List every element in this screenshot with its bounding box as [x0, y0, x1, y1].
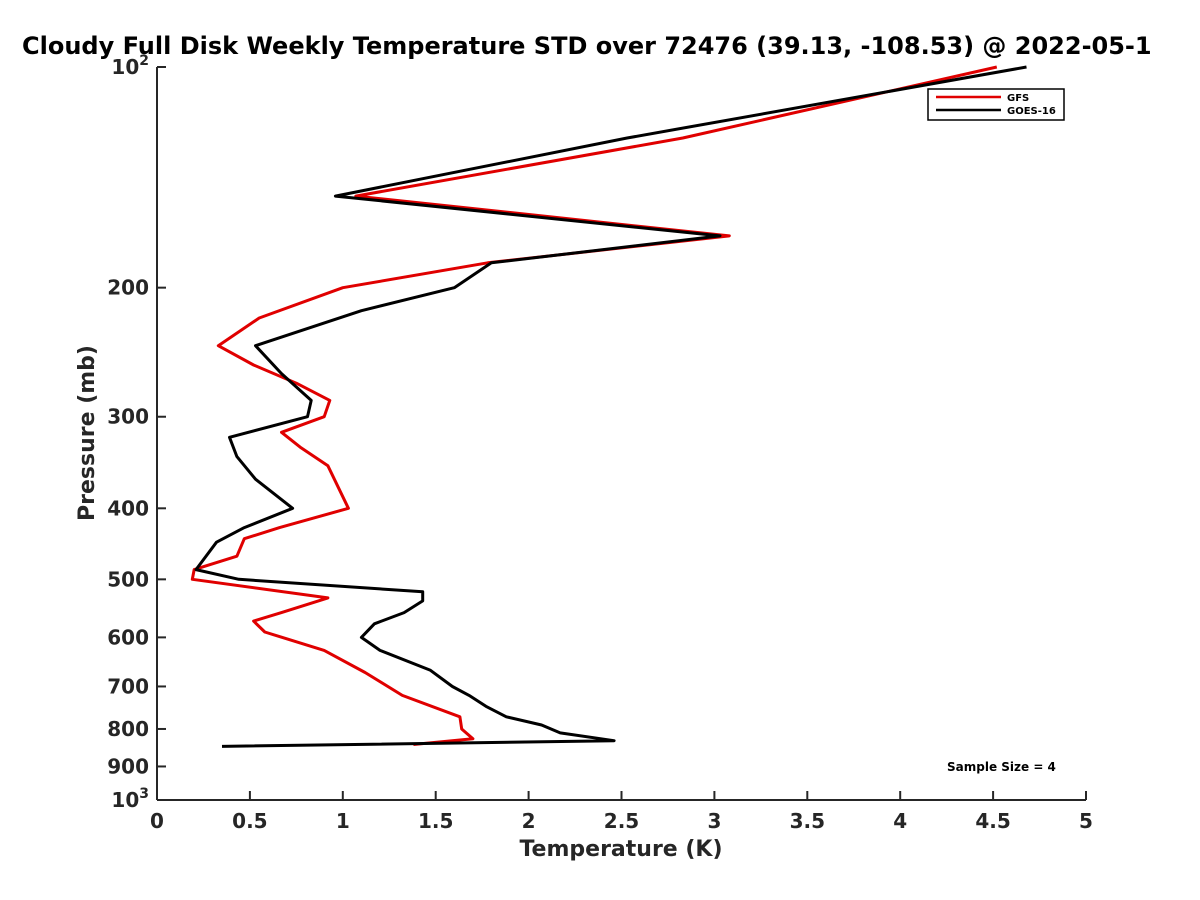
y-tick-label: 200 [107, 276, 149, 300]
y-tick-label: 400 [107, 496, 149, 520]
y-tick-label: 300 [107, 405, 149, 429]
x-tick-label: 2.5 [604, 809, 639, 833]
y-tick-label: 800 [107, 717, 149, 741]
x-tick-label: 1 [336, 809, 350, 833]
x-tick-label: 0.5 [232, 809, 267, 833]
y-tick-label: 900 [107, 754, 149, 778]
x-tick-label: 2 [522, 809, 536, 833]
x-axis-ticks: 0 0.5 1 1.5 2 2.5 3 3.5 4 4.5 5 [150, 791, 1093, 833]
x-tick-label: 5 [1079, 809, 1093, 833]
chart-title: Cloudy Full Disk Weekly Temperature STD … [22, 32, 1152, 60]
y-tick-label: 700 [107, 674, 149, 698]
y-tick-label: 500 [107, 567, 149, 591]
y-tick-label: 102 [111, 53, 149, 79]
legend-label-goes-16: GOES-16 [1007, 106, 1056, 117]
legend: GFS GOES-16 [927, 88, 1065, 121]
plot-area: 0 0.5 1 1.5 2 2.5 3 3.5 4 4.5 5 102 200 300 400 500 600… [107, 53, 1093, 833]
x-tick-label: 4 [893, 809, 907, 833]
y-axis-label: Pressure (mb) [75, 345, 100, 521]
x-axis-label: Temperature (K) [519, 837, 722, 862]
series-line-goes-16 [194, 65, 1027, 748]
legend-label-gfs: GFS [1007, 93, 1029, 104]
x-tick-label: 1.5 [418, 809, 453, 833]
legend-box [927, 88, 1065, 121]
y-tick-label: 600 [107, 625, 149, 649]
series-line-gfs [190, 65, 998, 746]
series-layer [190, 65, 1027, 748]
y-axis-ticks: 102 200 300 400 500 600 700 800 900 103 [107, 53, 166, 812]
x-tick-label: 4.5 [975, 809, 1010, 833]
y-tick-label: 103 [111, 786, 149, 812]
x-tick-label: 3.5 [790, 809, 825, 833]
x-tick-label: 0 [150, 809, 164, 833]
sample-size-annotation: Sample Size = 4 [947, 760, 1056, 774]
x-tick-label: 3 [707, 809, 721, 833]
